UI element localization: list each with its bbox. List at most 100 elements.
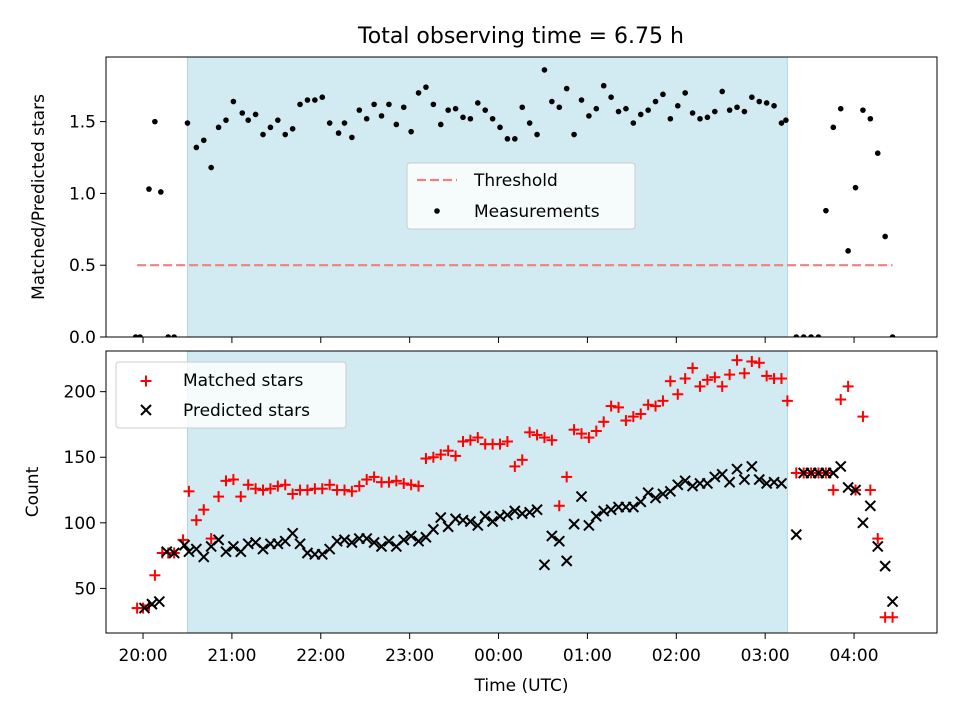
predicted-stars-point-b [375,540,388,553]
measurement-point [312,97,318,103]
predicted-stars-point [220,545,232,558]
predicted-stars-point-b [516,507,528,520]
measurement-point [660,91,666,98]
bottom-xtick-label: 03:00 [741,646,790,666]
measurement-point [475,100,481,106]
measurement-point [215,124,222,131]
bottom-plot-area [131,351,899,633]
measurement-point [726,107,733,113]
matched-stars-point [761,370,773,382]
predicted-stars-point [879,560,891,572]
matched-stars-point [672,388,684,400]
matched-stars-point [272,480,284,492]
matched-stars-point [605,400,617,412]
matched-stars-point [149,569,161,581]
matched-stars-point [553,500,565,512]
predicted-stars-point [412,535,425,547]
measurement-point [326,120,333,126]
predicted-stars-point-b [560,555,573,567]
measurement-point [304,97,311,103]
bottom-xtick-label: 04:00 [830,646,879,666]
predicted-stars-point-b [346,536,358,549]
predicted-stars-point-b [183,545,195,558]
measurement-point [165,334,172,337]
top-legend: Threshold Measurements [406,162,636,230]
predicted-stars-point [546,530,558,542]
measurement-point [512,136,518,142]
predicted-stars-point-b [316,548,328,561]
predicted-stars-point-b [138,602,151,614]
measurement-point [889,334,896,337]
predicted-stars-point [398,534,410,546]
matched-stars-point [538,432,550,444]
measurement-point [497,124,503,131]
predicted-stars-point [153,595,166,608]
matched-stars-point [583,432,595,444]
legend-predicted-swatch-b [140,404,152,416]
measurement-point [778,120,785,126]
bottom-xtick-label: 21:00 [207,646,256,666]
measurement-point [771,103,777,109]
predicted-stars-point-b [553,535,565,547]
matched-stars-point [183,485,195,497]
matched-stars-point [857,411,869,423]
top-ytick-label: 1.0 [69,184,96,204]
measurement-point [808,334,814,337]
measurement-point [763,100,770,106]
predicted-stars-point-b [398,534,410,546]
predicted-stars-point-b [464,515,477,528]
predicted-stars-point-b [657,488,669,500]
top-panel: 0.0 0.5 1.0 1.5 Matched/Predicted stars Thres… [29,56,938,348]
predicted-stars-point [679,475,691,487]
matched-stars-point [724,369,736,381]
predicted-stars-point [464,515,477,528]
predicted-stars-point-b [627,501,640,513]
predicted-stars-point-b [272,538,284,550]
predicted-stars-point [649,492,662,504]
matched-stars-point [864,484,876,496]
predicted-stars-point [479,510,491,522]
bottom-xlabel: Time (UTC) [474,676,569,696]
predicted-stars-point [775,477,788,490]
measurement-point [600,82,607,89]
matched-stars-point [346,485,358,497]
predicted-stars-point-b [679,475,691,487]
predicted-stars-point-b [686,480,699,492]
predicted-stars-point-b [220,545,232,558]
matched-stars-point [716,380,728,392]
measurement-point [378,113,385,119]
predicted-stars-point [790,528,802,541]
measurement-point [260,131,266,138]
measurement-point [252,111,259,118]
predicted-stars-point [178,539,191,551]
measurement-point [741,108,748,115]
matched-stars-point [368,471,380,483]
predicted-stars-point-b [760,477,773,490]
measurement-point [667,115,674,122]
bottom-legend: Matched stars Predicted stars [115,361,347,429]
measurement-point [319,94,326,101]
predicted-stars-point-b [427,523,440,536]
measurement-point [571,131,577,138]
measurement-point [363,115,370,122]
measurement-point [349,134,355,141]
measurement-point [208,164,214,171]
measurement-point [297,101,303,108]
matched-stars-point [598,416,610,428]
bottom-ytick-label: 200 [64,383,96,403]
measurement-point [482,107,489,113]
predicted-stars-point-b [538,559,551,571]
measurement-point [783,117,789,123]
measurement-point [282,131,289,138]
predicted-stars-point-b [857,517,869,529]
bottom-xtick-label: 20:00 [119,646,168,666]
predicted-stars-point-b [168,547,180,559]
predicted-stars-point-b [546,530,558,542]
predicted-stars-point [575,490,588,503]
matched-stars-point [383,476,395,488]
matched-stars-point [635,408,647,420]
predicted-stars-point-b [360,532,373,545]
matched-stars-point [264,483,276,495]
measurement-point [749,94,755,101]
